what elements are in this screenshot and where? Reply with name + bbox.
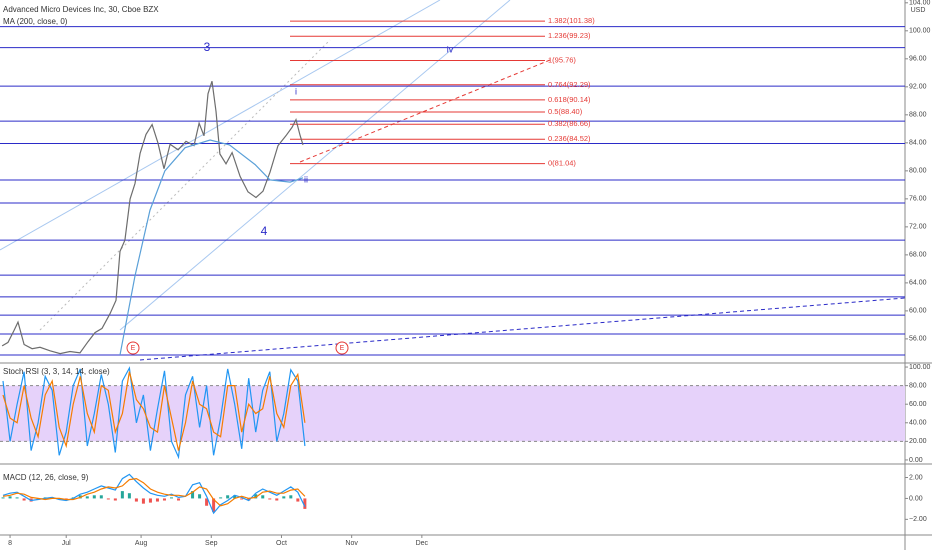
histogram-bar: [113, 498, 117, 501]
histogram-bar: [226, 495, 230, 499]
y-tick-label: 84.00: [909, 140, 927, 147]
histogram-bar: [99, 495, 103, 499]
histogram-bar: [261, 495, 265, 499]
y-tick-label: 100.00: [909, 28, 931, 35]
histogram-bar: [191, 491, 195, 499]
chart-title: Advanced Micro Devices Inc, 30, Cboe BZX: [3, 5, 159, 14]
histogram-bar: [148, 498, 152, 503]
histogram-bar: [254, 494, 258, 499]
x-tick-label: Oct: [276, 540, 287, 547]
x-tick-label: Aug: [135, 540, 148, 547]
histogram-bar: [155, 498, 159, 502]
y-tick-label: 80.00: [909, 382, 927, 389]
band: [0, 385, 905, 442]
y-tick-label: 104.00: [909, 0, 931, 7]
y-tick-label: 40.00: [909, 420, 927, 427]
y-tick-label: 76.00: [909, 196, 927, 203]
fib-label: 0.764(92.29): [548, 80, 591, 89]
y-tick-label: 80.00: [909, 168, 927, 175]
indicator-title: MACD (12, 26, close, 9): [3, 473, 89, 482]
histogram-bar: [205, 498, 209, 506]
series-line: [1, 81, 304, 355]
y-tick-label: 0.00: [909, 495, 923, 502]
y-tick-label: 60.00: [909, 308, 927, 315]
trend-line: [39, 39, 331, 331]
histogram-bar: [247, 498, 251, 501]
fib-label: 0.618(90.14): [548, 95, 591, 104]
histogram-bar: [85, 496, 89, 499]
histogram-bar: [296, 498, 300, 502]
fib-label: 1(95.76): [548, 55, 576, 64]
x-tick-label: Nov: [345, 540, 358, 547]
wave-label: 3: [204, 40, 211, 54]
y-tick-label: 88.00: [909, 112, 927, 119]
histogram-bar: [141, 498, 145, 504]
histogram-bar: [162, 498, 166, 501]
histogram-bar: [170, 497, 174, 499]
histogram-bar: [120, 491, 124, 499]
histogram-bar: [212, 498, 216, 513]
y-tick-label: 72.00: [909, 224, 927, 231]
indicator-title: MA (200, close, 0): [3, 17, 68, 26]
earnings-marker[interactable]: [335, 341, 349, 355]
y-tick-label: 64.00: [909, 280, 927, 287]
histogram-bar: [8, 496, 12, 499]
histogram-bar: [92, 495, 96, 499]
histogram-bar: [289, 495, 293, 499]
wave-label: iv: [447, 44, 454, 54]
histogram-bar: [240, 498, 244, 500]
histogram-bar: [198, 494, 202, 499]
y-tick-label: 56.00: [909, 336, 927, 343]
trend-line: [139, 297, 906, 361]
x-tick-label: Sep: [205, 540, 218, 547]
histogram-bar: [22, 498, 26, 501]
y-tick-label: 92.00: [909, 84, 927, 91]
fib-label: 1.382(101.38): [548, 16, 595, 25]
y-tick-label: 60.00: [909, 401, 927, 408]
histogram-bar: [177, 498, 181, 501]
y-tick-label: 96.00: [909, 56, 927, 63]
y-tick-label: 68.00: [909, 252, 927, 259]
y-tick-label: 2.00: [909, 474, 923, 481]
histogram-bar: [233, 495, 237, 499]
y-tick-label: 20.00: [909, 438, 927, 445]
earnings-label: E: [131, 345, 136, 352]
fib-label: 0.382(86.66): [548, 119, 591, 128]
series-line: [2, 473, 306, 515]
y-tick-label: 0.00: [909, 457, 923, 464]
histogram-bar: [268, 498, 272, 500]
histogram-bar: [134, 498, 138, 502]
fib-label: 0.236(84.52): [548, 134, 591, 143]
wave-label: 4: [261, 224, 268, 238]
currency-label: USD: [911, 7, 926, 14]
y-tick-label: −2.00: [909, 516, 927, 523]
histogram-bar: [106, 498, 110, 500]
histogram-bar: [219, 497, 223, 499]
x-tick-label: 8: [8, 540, 12, 547]
y-tick-label: 100.00: [909, 364, 931, 371]
series-line: [2, 371, 306, 451]
x-tick-label: Jul: [62, 540, 71, 547]
channel-line: [0, 0, 441, 251]
histogram-bar: [127, 493, 131, 499]
indicator-title: Stoch RSI (3, 3, 14, 14, close): [3, 367, 110, 376]
wave-label: i: [295, 86, 297, 96]
histogram-bar: [15, 497, 19, 499]
histogram-bar: [275, 498, 279, 501]
fib-label: 1.236(99.23): [548, 31, 591, 40]
series-line: [119, 139, 304, 356]
histogram-bar: [1, 497, 5, 499]
x-tick-label: Dec: [416, 540, 429, 547]
trend-line: [299, 59, 551, 163]
wave-label: ii: [304, 174, 308, 184]
earnings-marker[interactable]: [126, 341, 140, 355]
fib-label: 0(81.04): [548, 159, 576, 168]
histogram-bar: [282, 496, 286, 499]
histogram-bar: [303, 498, 307, 509]
earnings-label: E: [340, 345, 345, 352]
series-line: [2, 477, 306, 507]
fib-label: 0.5(88.40): [548, 107, 583, 116]
